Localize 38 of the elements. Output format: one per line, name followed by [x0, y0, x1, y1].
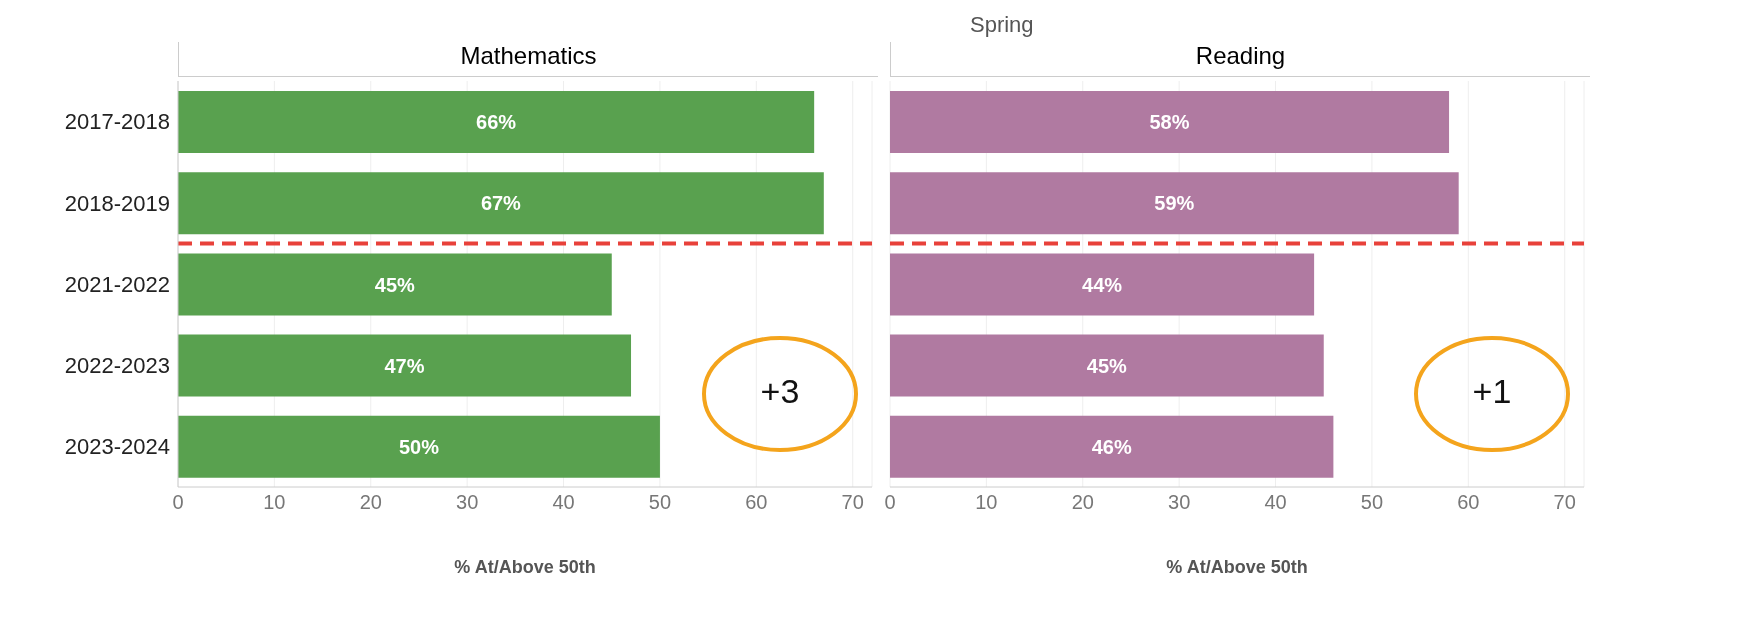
x-tick-label: 0: [172, 491, 184, 514]
data-label: 44%: [1082, 273, 1123, 296]
x-tick-label: 10: [263, 491, 286, 514]
x-tick-label: 20: [359, 491, 382, 514]
x-tick-label: 70: [841, 491, 864, 514]
x-axis-title: % At/Above 50th: [454, 557, 596, 577]
x-tick-label: 60: [745, 491, 768, 514]
chart-subtitle: Mathematics: [178, 42, 878, 77]
data-label: 67%: [480, 192, 522, 215]
data-label: 45%: [374, 273, 416, 296]
data-label: 50%: [398, 435, 440, 458]
x-tick-label: 0: [884, 491, 896, 514]
x-tick-label: 60: [1457, 491, 1480, 514]
y-tick-label: 2022-2023: [64, 353, 170, 379]
x-tick-label: 20: [1071, 491, 1094, 514]
data-label: 59%: [1154, 192, 1195, 215]
x-tick-label: 40: [1264, 491, 1287, 514]
chart-title: Spring: [970, 11, 1034, 39]
x-tick-label: 50: [648, 491, 672, 514]
chart-subtitle: Reading: [890, 42, 1590, 77]
data-label: 47%: [384, 354, 425, 377]
y-tick-label: 2021-2022: [64, 271, 170, 297]
annotation: +3: [759, 372, 801, 411]
data-label: 46%: [1091, 435, 1132, 458]
x-tick-label: 10: [975, 491, 998, 514]
x-axis-title: % At/Above 50th: [1166, 557, 1308, 577]
x-tick-label: 30: [456, 491, 479, 514]
y-tick-label: 2017-2018: [64, 109, 170, 135]
annotation: +1: [1471, 372, 1513, 411]
x-tick-label: 70: [1553, 491, 1576, 514]
y-tick-label: 2023-2024: [64, 434, 170, 460]
data-label: 45%: [1086, 354, 1128, 377]
x-tick-label: 30: [1168, 491, 1191, 514]
x-tick-label: 50: [1360, 491, 1384, 514]
x-tick-label: 40: [552, 491, 575, 514]
data-label: 66%: [476, 111, 517, 134]
y-tick-label: 2018-2019: [64, 190, 170, 216]
data-label: 58%: [1149, 111, 1190, 134]
